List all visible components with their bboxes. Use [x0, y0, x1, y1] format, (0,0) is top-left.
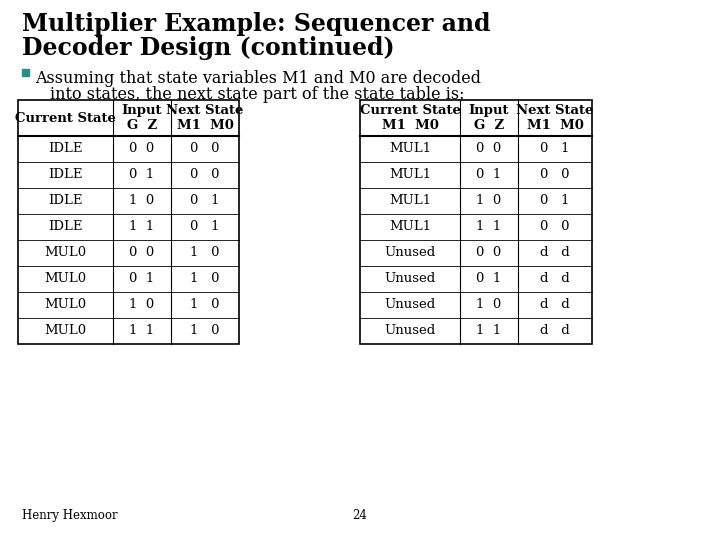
Text: Unused: Unused	[384, 299, 436, 312]
Text: 0  0: 0 0	[130, 143, 155, 156]
Text: d   d: d d	[540, 273, 570, 286]
Text: Input
G  Z: Input G Z	[122, 104, 162, 132]
Text: 0  0: 0 0	[130, 246, 155, 260]
Text: IDLE: IDLE	[48, 143, 83, 156]
Text: Assuming that state variables M1 and M0 are decoded: Assuming that state variables M1 and M0 …	[35, 70, 481, 87]
Text: 1   0: 1 0	[190, 273, 220, 286]
Text: Input
G  Z: Input G Z	[469, 104, 509, 132]
Text: 1  0: 1 0	[477, 194, 502, 207]
Text: 0  0: 0 0	[477, 246, 502, 260]
Text: 1   0: 1 0	[190, 246, 220, 260]
Text: 0   0: 0 0	[190, 143, 220, 156]
Text: MUL0: MUL0	[45, 325, 86, 338]
Text: 1  1: 1 1	[477, 220, 502, 233]
Text: 1  0: 1 0	[130, 299, 155, 312]
Text: Unused: Unused	[384, 325, 436, 338]
Bar	[22, 69, 29, 76]
Text: MUL1: MUL1	[389, 194, 431, 207]
Text: Unused: Unused	[384, 273, 436, 286]
Text: 0  1: 0 1	[477, 168, 502, 181]
Text: 0   1: 0 1	[540, 194, 570, 207]
Text: 0  0: 0 0	[477, 143, 502, 156]
Text: Next State
M1  M0: Next State M1 M0	[166, 104, 243, 132]
Text: Unused: Unused	[384, 246, 436, 260]
Text: MUL1: MUL1	[389, 220, 431, 233]
Text: MUL0: MUL0	[45, 299, 86, 312]
Text: 0  1: 0 1	[130, 273, 155, 286]
Text: 0  1: 0 1	[477, 273, 502, 286]
Text: Decoder Design (continued): Decoder Design (continued)	[22, 36, 395, 60]
Text: MUL0: MUL0	[45, 246, 86, 260]
Text: 0   1: 0 1	[190, 194, 220, 207]
Text: d   d: d d	[540, 325, 570, 338]
Bar	[360, 100, 592, 344]
Text: into states, the next state part of the state table is:: into states, the next state part of the …	[50, 86, 464, 103]
Text: 1  1: 1 1	[477, 325, 502, 338]
Text: 1  0: 1 0	[477, 299, 502, 312]
Bar	[18, 100, 239, 344]
Text: 0   1: 0 1	[190, 220, 220, 233]
Text: 1  0: 1 0	[130, 194, 155, 207]
Text: 1  1: 1 1	[130, 220, 155, 233]
Text: MUL1: MUL1	[389, 168, 431, 181]
Text: 0   1: 0 1	[540, 143, 570, 156]
Text: Multiplier Example: Sequencer and: Multiplier Example: Sequencer and	[22, 12, 490, 36]
Text: Henry Hexmoor: Henry Hexmoor	[22, 509, 117, 522]
Text: IDLE: IDLE	[48, 168, 83, 181]
Text: IDLE: IDLE	[48, 194, 83, 207]
Text: IDLE: IDLE	[48, 220, 83, 233]
Text: MUL1: MUL1	[389, 143, 431, 156]
Text: 1  1: 1 1	[130, 325, 155, 338]
Text: 1   0: 1 0	[190, 299, 220, 312]
Text: Current State
M1  M0: Current State M1 M0	[359, 104, 460, 132]
Text: Next State
M1  M0: Next State M1 M0	[516, 104, 594, 132]
Text: 1   0: 1 0	[190, 325, 220, 338]
Text: 24: 24	[353, 509, 367, 522]
Text: 0   0: 0 0	[540, 168, 570, 181]
Text: MUL0: MUL0	[45, 273, 86, 286]
Text: 0   0: 0 0	[190, 168, 220, 181]
Text: d   d: d d	[540, 246, 570, 260]
Text: Current State: Current State	[15, 111, 116, 125]
Text: 0   0: 0 0	[540, 220, 570, 233]
Text: 0  1: 0 1	[130, 168, 155, 181]
Text: d   d: d d	[540, 299, 570, 312]
